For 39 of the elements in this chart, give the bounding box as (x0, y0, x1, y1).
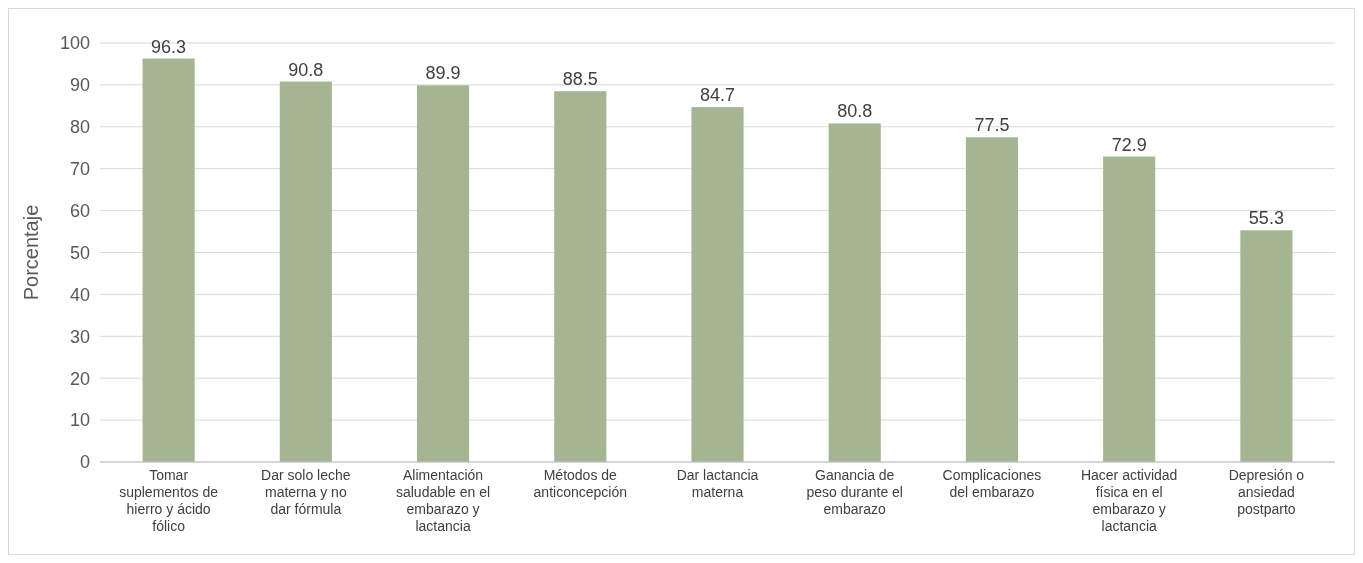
x-tick-label: Depresión o ansiedad postparto (1228, 467, 1305, 517)
data-label: 55.3 (1248, 208, 1284, 229)
bar (828, 123, 881, 462)
y-tick-label: 90 (69, 75, 90, 96)
x-tick-label: Dar solo leche materna y no dar fórmula (261, 467, 351, 517)
x-tick-label: Complicaciones del embarazo (942, 467, 1042, 500)
bar (554, 91, 607, 462)
y-tick-label: 50 (69, 242, 90, 263)
bar (1240, 230, 1293, 462)
data-label: 96.3 (151, 36, 187, 57)
y-tick-label: 30 (69, 326, 90, 347)
y-tick-label: 40 (69, 284, 90, 305)
bar (279, 81, 332, 462)
y-tick-label: 80 (69, 117, 90, 138)
bar (1103, 156, 1156, 462)
bar (142, 58, 195, 462)
bar (691, 107, 744, 462)
y-tick-label: 60 (69, 200, 90, 221)
x-tick-label: Dar lactancia materna (676, 467, 759, 500)
data-label: 88.5 (562, 69, 598, 90)
y-axis-title: Porcentaje (20, 204, 42, 301)
x-tick-label: Alimentación saludable en el embarazo y lactancia (395, 467, 491, 534)
x-tick-label: Tomar suplementos de hierro y ácido fólico (119, 467, 219, 534)
data-label: 72.9 (1111, 134, 1147, 155)
x-tick-label: Ganancia de peso durante el embarazo (806, 467, 903, 517)
x-tick-label: Hacer actividad física en el embarazo y lactancia (1080, 467, 1178, 534)
data-label: 77.5 (974, 115, 1010, 136)
y-tick-label: 10 (69, 410, 90, 431)
y-tick-label: 0 (79, 452, 90, 473)
y-tick-label: 70 (69, 159, 90, 179)
data-label: 90.8 (288, 59, 324, 80)
bar (416, 85, 470, 462)
bar (965, 137, 1019, 462)
data-label: 89.9 (425, 63, 461, 84)
data-label: 80.8 (837, 101, 873, 122)
y-tick-label: 100 (59, 33, 90, 54)
data-label: 84.7 (699, 85, 736, 106)
y-tick-label: 20 (69, 368, 90, 389)
x-tick-label: Métodos de anticoncepción (533, 467, 627, 500)
